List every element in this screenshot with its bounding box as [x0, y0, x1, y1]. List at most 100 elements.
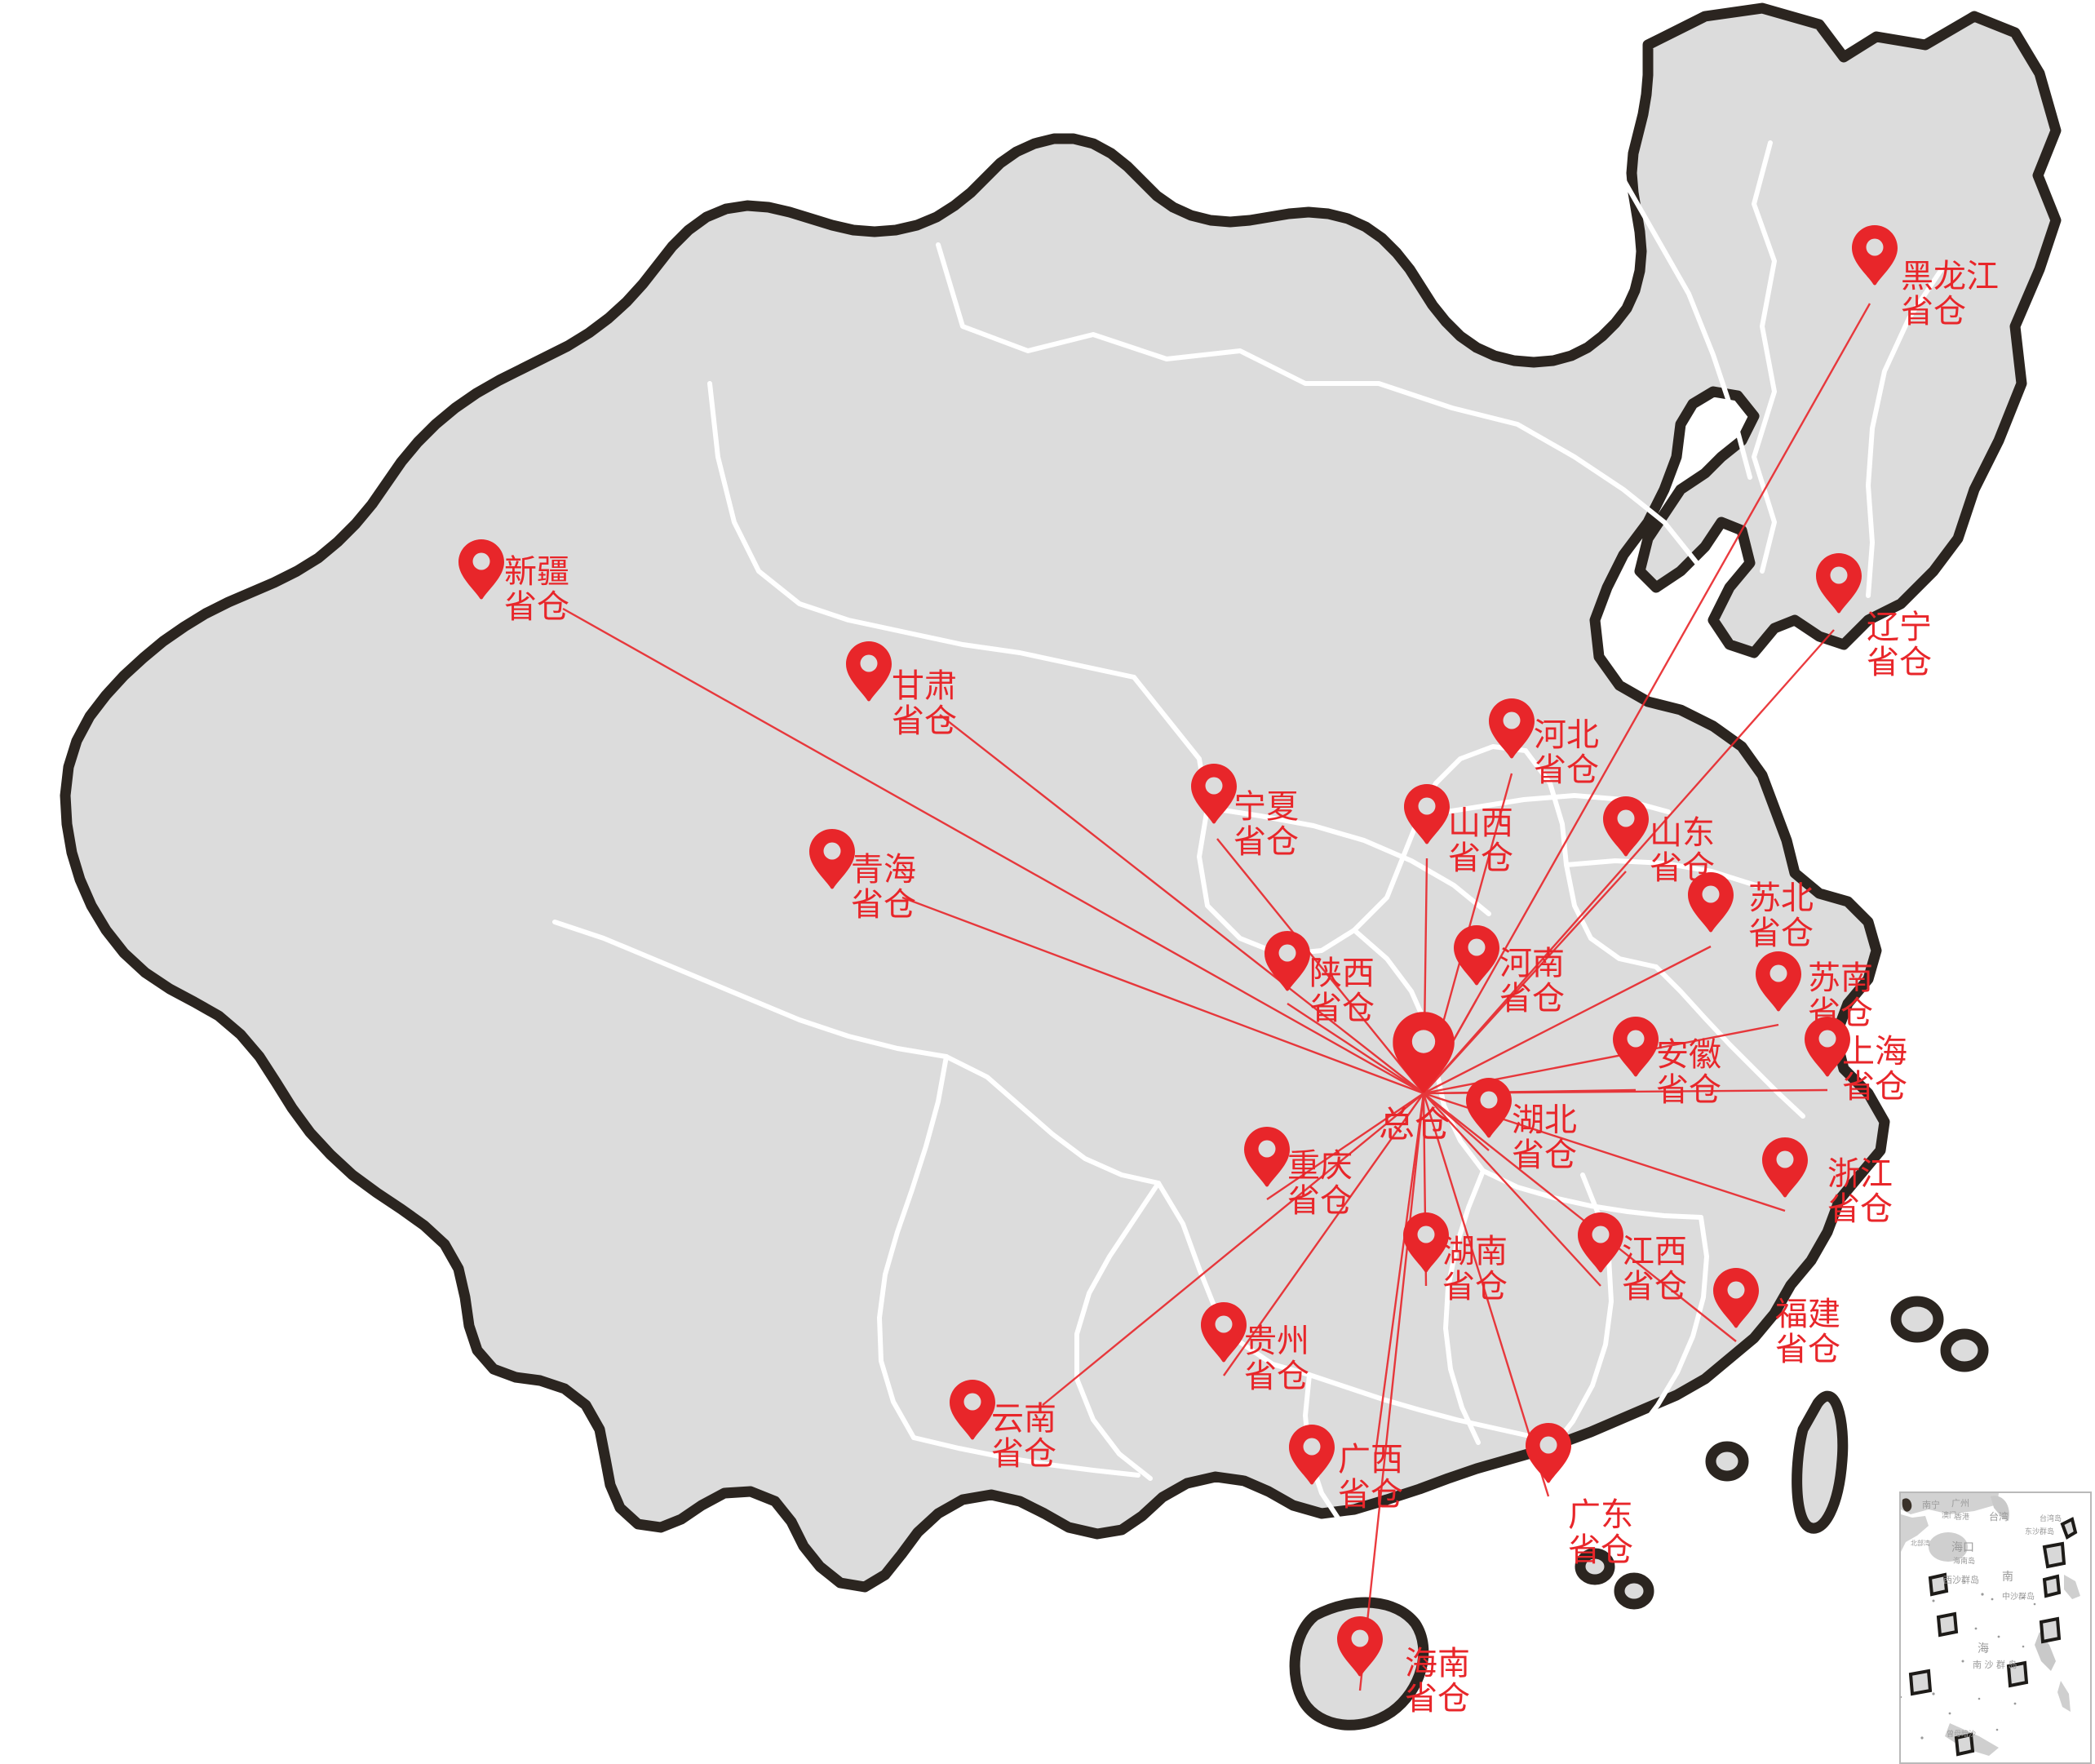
- macau-island: [1614, 1572, 1654, 1610]
- map-marker-label-heilongjiang: 黑龙江 省仓: [1901, 258, 1999, 331]
- route-yunnan: [1042, 1093, 1424, 1406]
- map-marker-label-gansu: 甘肃 省仓: [892, 667, 957, 741]
- inset-label-5: 台湾岛: [2040, 1515, 2062, 1523]
- south-china-sea-inset: 南宁 广州澳门 香港 台湾 台湾岛东沙群岛北部湾 海口海南岛西沙群岛 南中沙群岛海南 沙 群…: [1899, 1491, 2092, 1764]
- route-hainan: [1358, 1093, 1425, 1691]
- map-marker-yunnan[interactable]: [950, 1380, 995, 1440]
- map-marker-label-hubei: 湖北 省仓: [1512, 1101, 1577, 1175]
- inset-label-15: 曾母暗沙: [1947, 1731, 1977, 1739]
- map-marker-jiangxi[interactable]: [1578, 1212, 1623, 1273]
- map-marker-shaanxi[interactable]: [1265, 931, 1310, 991]
- map-marker-label-subei: 苏北 省仓: [1748, 880, 1814, 953]
- inset-label-14: 南 沙 群 岛: [1973, 1660, 2017, 1670]
- route-jiangxi: [1423, 1093, 1601, 1287]
- route-shaanxi: [1287, 1002, 1424, 1095]
- inset-label-3: 香港: [1955, 1514, 1970, 1522]
- map-marker-hainan[interactable]: [1337, 1616, 1383, 1677]
- inset-label-13: 海: [1978, 1642, 1989, 1655]
- inset-label-2: 澳门: [1942, 1512, 1957, 1520]
- route-shandong: [1423, 871, 1627, 1094]
- route-chongqing: [1266, 1093, 1424, 1200]
- map-marker-heilongjiang[interactable]: [1852, 225, 1898, 286]
- map-marker-label-shandong: 山东 省仓: [1650, 814, 1715, 888]
- map-marker-label-fujian: 福建 省仓: [1775, 1296, 1840, 1369]
- route-guangxi: [1374, 1093, 1425, 1455]
- map-marker-label-hebei: 河北 省仓: [1534, 716, 1599, 790]
- route-qinghai: [901, 896, 1424, 1095]
- map-marker-fujian[interactable]: [1713, 1268, 1759, 1328]
- route-gansu: [939, 714, 1424, 1094]
- map-marker-label-yunnan: 云南 省仓: [991, 1400, 1056, 1474]
- map-marker-shanghai[interactable]: [1805, 1017, 1850, 1077]
- hongkong-island: [1575, 1548, 1615, 1585]
- inset-label-7: 北部湾: [1911, 1540, 1930, 1547]
- map-marker-zongcang[interactable]: [1393, 1012, 1455, 1093]
- map-marker-zhejiang[interactable]: [1762, 1137, 1808, 1198]
- offshore-island-2: [1940, 1328, 1989, 1372]
- route-ningxia: [1216, 838, 1424, 1094]
- map-marker-ningxia[interactable]: [1191, 764, 1237, 824]
- map-marker-sunan[interactable]: [1756, 951, 1801, 1012]
- offshore-island-3: [1705, 1441, 1749, 1482]
- map-marker-label-shaanxi: 陕西 省仓: [1309, 955, 1375, 1028]
- route-guangdong: [1422, 1093, 1550, 1497]
- inset-label-6: 东沙群岛: [2025, 1528, 2055, 1536]
- map-marker-henan[interactable]: [1454, 925, 1499, 986]
- map-marker-shanxi[interactable]: [1404, 784, 1450, 844]
- route-xinjiang: [562, 607, 1424, 1095]
- map-marker-liaoning[interactable]: [1816, 553, 1862, 614]
- route-guizhou: [1223, 1093, 1424, 1376]
- map-marker-label-guangxi: 广西 省仓: [1338, 1441, 1403, 1514]
- map-marker-label-shanxi: 山西 省仓: [1448, 804, 1513, 878]
- inset-label-12: 中沙群岛: [2002, 1593, 2035, 1602]
- map-marker-label-hainan: 海南 省仓: [1405, 1645, 1470, 1718]
- inset-label-10: 西沙群岛: [1943, 1575, 1979, 1585]
- map-marker-label-chongqing: 重庆 省仓: [1287, 1147, 1353, 1221]
- offshore-island-1: [1890, 1296, 1944, 1343]
- route-anhui: [1423, 1088, 1637, 1095]
- inset-svg: [1901, 1493, 2090, 1762]
- taiwan-island: [1792, 1390, 1849, 1534]
- inset-label-0: 南宁: [1922, 1500, 1940, 1510]
- map-marker-hunan[interactable]: [1403, 1212, 1449, 1273]
- route-heilongjiang: [1422, 303, 1871, 1094]
- map-marker-anhui[interactable]: [1613, 1017, 1659, 1077]
- map-marker-xinjiang[interactable]: [458, 539, 504, 600]
- inset-label-4: 台湾: [1989, 1511, 2009, 1522]
- route-subei: [1423, 945, 1712, 1095]
- map-marker-label-zhejiang: 浙江 省仓: [1827, 1155, 1893, 1229]
- map-marker-label-liaoning: 辽宁 省仓: [1867, 609, 1932, 682]
- map-marker-guizhou[interactable]: [1201, 1302, 1247, 1363]
- map-marker-label-anhui: 安徽 省仓: [1656, 1036, 1721, 1110]
- map-marker-label-zongcang: 总仓: [1379, 1104, 1451, 1146]
- map-marker-label-qinghai: 青海 省仓: [851, 851, 916, 924]
- map-marker-label-ningxia: 宁夏 省仓: [1234, 788, 1299, 862]
- map-marker-label-sunan: 苏南 省仓: [1808, 960, 1873, 1033]
- map-marker-gansu[interactable]: [846, 641, 892, 702]
- route-liaoning: [1423, 629, 1835, 1094]
- map-marker-label-guangdong: 广东 省仓: [1568, 1496, 1633, 1570]
- inset-label-1: 广州: [1951, 1498, 1969, 1509]
- map-marker-label-xinjiang: 新疆 省仓: [504, 553, 569, 627]
- map-marker-label-jiangxi: 江西 省仓: [1622, 1233, 1687, 1306]
- map-marker-label-hunan: 湖南 省仓: [1442, 1233, 1508, 1306]
- map-marker-guangxi[interactable]: [1289, 1425, 1335, 1485]
- map-marker-label-guizhou: 贵州 省仓: [1244, 1323, 1309, 1396]
- map-marker-subei[interactable]: [1688, 872, 1734, 933]
- map-marker-shandong[interactable]: [1603, 796, 1649, 857]
- map-marker-hubei[interactable]: [1466, 1078, 1512, 1138]
- route-fujian: [1423, 1093, 1737, 1342]
- map-marker-chongqing[interactable]: [1244, 1127, 1290, 1187]
- landmass-group: [60, 2, 2062, 1731]
- map-marker-label-shanghai: 上海 省仓: [1842, 1033, 1907, 1106]
- map-marker-qinghai[interactable]: [809, 829, 855, 889]
- map-marker-guangdong[interactable]: [1526, 1423, 1571, 1483]
- china-mainland-outline: [60, 2, 2062, 1593]
- map-marker-label-henan: 河南 省仓: [1499, 945, 1565, 1018]
- inset-label-9: 海南岛: [1953, 1558, 1976, 1566]
- map-marker-hebei[interactable]: [1489, 698, 1535, 759]
- inset-label-11: 南: [2002, 1571, 2013, 1584]
- inset-label-8: 海口: [1951, 1541, 1974, 1554]
